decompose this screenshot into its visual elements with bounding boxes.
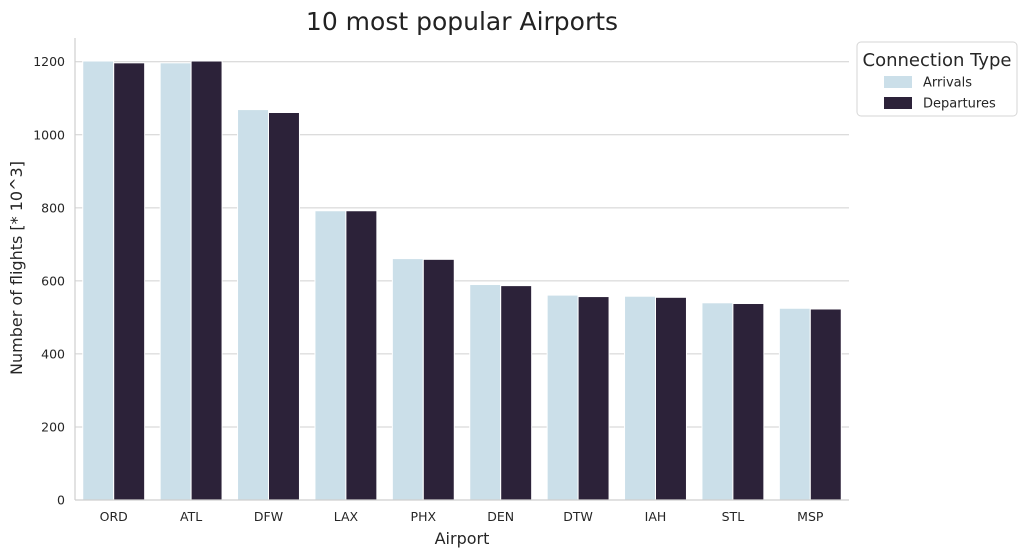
x-tick-label: DEN (487, 509, 514, 524)
bar-departures-phx (422, 258, 455, 501)
bar-arrivals-dtw (546, 294, 579, 501)
bars (82, 60, 842, 501)
bar-arrivals-dfw (237, 109, 269, 501)
x-tick-label: LAX (334, 509, 359, 524)
bar-arrivals-atl (159, 62, 192, 501)
x-tick-label: STL (722, 509, 745, 524)
y-tick-label: 800 (41, 200, 65, 215)
legend: Connection Type Arrivals Departures (856, 41, 1018, 117)
y-tick-label: 200 (41, 419, 65, 434)
legend-items: Arrivals Departures (884, 76, 996, 112)
legend-swatch-arrivals (884, 76, 912, 88)
bar-arrivals-stl (701, 302, 734, 501)
x-axis-ticks: ORD ATL DFW LAX PHX DEN DTW IAH STL MSP (100, 509, 824, 524)
y-tick-label: 0 (57, 493, 65, 508)
bar-arrivals-iah (624, 295, 656, 501)
x-axis-label: Airport (435, 529, 490, 548)
x-tick-label: PHX (411, 509, 437, 524)
x-tick-label: DTW (563, 509, 593, 524)
x-tick-label: ATL (180, 509, 202, 524)
y-tick-label: 1200 (33, 54, 65, 69)
x-tick-label: DFW (254, 509, 283, 524)
bar-departures-lax (345, 210, 378, 501)
y-axis-ticks: 0 200 400 600 800 1000 1200 (33, 54, 65, 507)
y-tick-label: 1000 (33, 127, 65, 142)
x-tick-label: MSP (797, 509, 824, 524)
bar-arrivals-den (469, 284, 502, 501)
axes (74, 38, 849, 501)
y-tick-label: 600 (41, 273, 65, 288)
legend-title: Connection Type (863, 50, 1012, 71)
bar-arrivals-msp (778, 307, 811, 501)
legend-swatch-departures (884, 97, 912, 109)
bar-arrivals-phx (391, 258, 424, 501)
y-axis-label: Number of flights [* 10^3] (7, 161, 26, 375)
bar-departures-dtw (577, 296, 610, 501)
x-tick-label: IAH (645, 509, 667, 524)
chart-title: 10 most popular Airports (306, 7, 618, 36)
y-tick-label: 400 (41, 346, 65, 361)
x-tick-label: ORD (100, 509, 128, 524)
bar-departures-den (500, 285, 533, 501)
bar-departures-atl (190, 60, 223, 501)
bar-arrivals-lax (314, 210, 347, 501)
bar-departures-msp (809, 308, 842, 501)
bar-departures-stl (732, 303, 765, 501)
legend-label-arrivals: Arrivals (923, 76, 972, 91)
bar-arrivals-ord (82, 60, 115, 501)
bar-departures-ord (113, 62, 146, 501)
legend-label-departures: Departures (923, 97, 996, 112)
bar-departures-iah (655, 296, 687, 501)
bar-departures-dfw (268, 112, 300, 501)
